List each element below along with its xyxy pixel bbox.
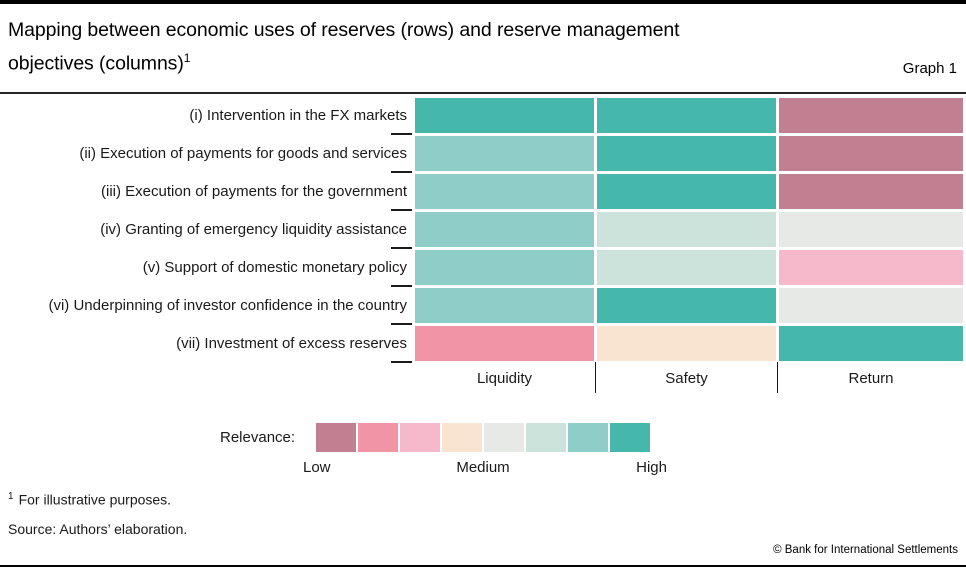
axis-tick bbox=[391, 323, 412, 325]
row-label: (iv) Granting of emergency liquidity ass… bbox=[0, 212, 412, 249]
legend-scale-labels: Low Medium High bbox=[303, 458, 667, 477]
title-footnote-marker: 1 bbox=[183, 51, 191, 65]
axis-tick bbox=[391, 133, 412, 135]
footnote-marker: 1 bbox=[8, 490, 14, 502]
legend-row: Relevance: bbox=[220, 422, 966, 452]
column-label-liquidity: Liquidity bbox=[476, 369, 533, 387]
row-label-text: (iii) Execution of payments for the gove… bbox=[101, 182, 407, 200]
heatmap-cell bbox=[415, 249, 594, 285]
heatmap-cell bbox=[415, 135, 594, 171]
row-label-text: (v) Support of domestic monetary policy bbox=[142, 258, 407, 276]
legend-title: Relevance: bbox=[220, 428, 296, 446]
heatmap-cell bbox=[597, 325, 776, 361]
row-label-text: (iv) Granting of emergency liquidity ass… bbox=[100, 220, 407, 238]
heatmap-cell bbox=[415, 287, 594, 323]
heatmap-cell bbox=[779, 211, 963, 247]
heatmap-cell bbox=[415, 97, 594, 133]
header: Mapping between economic uses of reserve… bbox=[0, 0, 966, 78]
legend-swatch-strip bbox=[316, 422, 650, 452]
title-line-2: objectives (columns) bbox=[8, 52, 184, 75]
column-divider bbox=[595, 361, 596, 393]
row-label: (iii) Execution of payments for the gove… bbox=[0, 174, 412, 211]
legend-swatch bbox=[526, 422, 566, 452]
legend-scale-high: High bbox=[636, 458, 667, 476]
axis-tick bbox=[391, 247, 412, 249]
heatmap-cell bbox=[415, 325, 594, 361]
row-label-text: (vi) Underpinning of investor confidence… bbox=[48, 296, 407, 314]
legend: Relevance: Low Medium High bbox=[220, 422, 966, 477]
heatmap-cell bbox=[597, 287, 776, 323]
heatmap-cell bbox=[779, 173, 963, 209]
legend-scale-medium: Medium bbox=[456, 458, 510, 476]
top-rule-bar bbox=[0, 0, 966, 4]
row-label: (i) Intervention in the FX markets bbox=[0, 98, 412, 135]
title-divider-rule bbox=[0, 91, 966, 94]
heatmap: (i) Intervention in the FX markets (ii) E… bbox=[0, 97, 963, 363]
row-label: (vi) Underpinning of investor confidence… bbox=[0, 288, 412, 325]
legend-swatch bbox=[568, 422, 608, 452]
footnote-text: For illustrative purposes. bbox=[18, 491, 172, 508]
row-label: (v) Support of domestic monetary policy bbox=[0, 250, 412, 287]
heatmap-cell bbox=[415, 211, 594, 247]
axis-tick bbox=[391, 361, 412, 363]
heatmap-cell bbox=[779, 287, 963, 323]
bottom-rule-bar bbox=[0, 564, 966, 567]
row-label-text: (vii) Investment of excess reserves bbox=[176, 334, 407, 352]
legend-swatch bbox=[484, 422, 524, 452]
legend-swatch bbox=[442, 422, 482, 452]
source-note: Source: Authors’ elaboration. bbox=[8, 521, 188, 538]
copyright-notice: © Bank for International Settlements bbox=[773, 544, 958, 556]
heatmap-cell bbox=[597, 135, 776, 171]
footnote: 1 For illustrative purposes. bbox=[8, 491, 958, 508]
legend-swatch bbox=[358, 422, 398, 452]
column-label-safety: Safety bbox=[665, 369, 708, 387]
heatmap-cell bbox=[415, 173, 594, 209]
legend-swatch bbox=[316, 422, 356, 452]
row-label-text: (ii) Execution of payments for goods and… bbox=[79, 144, 407, 162]
column-divider bbox=[777, 361, 778, 393]
heatmap-cell bbox=[779, 325, 963, 361]
heatmap-cell bbox=[779, 249, 963, 285]
column-label-return: Return bbox=[848, 369, 894, 387]
row-label: (vii) Investment of excess reserves bbox=[0, 326, 412, 363]
axis-tick bbox=[391, 209, 412, 211]
column-axis: Liquidity Safety Return bbox=[0, 361, 966, 399]
graph-number-label: Graph 1 bbox=[902, 59, 957, 77]
legend-scale-low: Low bbox=[303, 458, 331, 476]
heatmap-cell bbox=[597, 173, 776, 209]
title-line-1: Mapping between economic uses of reserve… bbox=[8, 19, 680, 41]
axis-tick bbox=[391, 285, 412, 287]
axis-tick bbox=[391, 171, 412, 173]
row-label: (ii) Execution of payments for goods and… bbox=[0, 136, 412, 173]
legend-swatch bbox=[400, 422, 440, 452]
heatmap-cell bbox=[779, 97, 963, 133]
heatmap-cell bbox=[597, 249, 776, 285]
heatmap-cell bbox=[779, 135, 963, 171]
row-label-text: (i) Intervention in the FX markets bbox=[189, 106, 407, 124]
page-title: Mapping between economic uses of reserve… bbox=[8, 16, 958, 78]
heatmap-cell bbox=[597, 211, 776, 247]
legend-swatch bbox=[610, 422, 650, 452]
heatmap-cell bbox=[597, 97, 776, 133]
